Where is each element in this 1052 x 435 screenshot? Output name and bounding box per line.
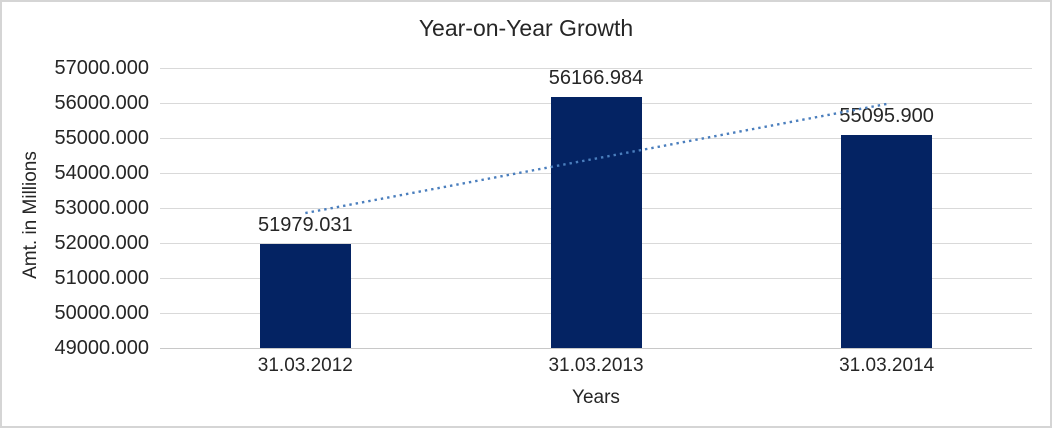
y-axis-tick-label: 51000.000 — [54, 267, 149, 289]
y-axis-tick-label: 49000.000 — [54, 337, 149, 359]
y-axis-tick-label: 50000.000 — [54, 302, 149, 324]
y-axis-tick-label: 57000.000 — [54, 57, 149, 79]
x-axis-tick-label: 31.03.2013 — [548, 355, 644, 376]
bar-31.03.2013 — [550, 97, 642, 348]
chart-title: Year-on-Year Growth — [418, 15, 634, 41]
x-axis-title: Years — [572, 387, 620, 408]
data-label: 56166.984 — [548, 67, 644, 90]
bar-31.03.2012 — [259, 243, 351, 348]
x-axis-tick-label: 31.03.2014 — [839, 355, 935, 376]
y-axis-tick-label: 52000.000 — [54, 232, 149, 254]
y-axis-tick-label: 53000.000 — [54, 197, 149, 219]
y-axis-tick-label: 54000.000 — [54, 162, 149, 184]
x-axis-tick-label: 31.03.2012 — [257, 355, 353, 376]
data-label: 51979.031 — [258, 213, 353, 236]
bar-31.03.2014 — [841, 134, 933, 348]
y-gridline — [160, 67, 1032, 69]
y-axis-tick-label: 56000.000 — [54, 92, 149, 114]
x-axis-line — [160, 347, 1032, 349]
data-label: 55095.900 — [839, 104, 934, 127]
y-axis-tick-label: 55000.000 — [54, 127, 149, 149]
